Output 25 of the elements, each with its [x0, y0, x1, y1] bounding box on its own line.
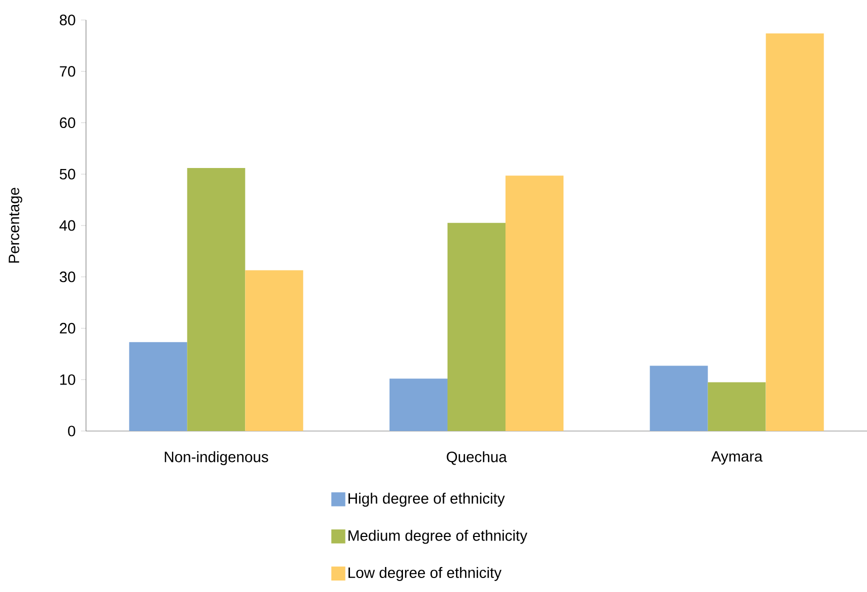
y-tick-label: 80: [60, 14, 76, 26]
x-tick-label: Non-indigenous: [164, 451, 268, 466]
y-axis-title: Percentage: [8, 188, 22, 263]
legend-label: High degree of ethnicity: [348, 492, 505, 507]
y-tick-label: 50: [60, 168, 76, 180]
y-tick-label: 70: [60, 66, 76, 77]
bar: [187, 168, 246, 431]
bar: [245, 270, 304, 431]
y-tick-label: 60: [60, 117, 76, 128]
bar: [650, 366, 708, 431]
x-tick-label: Aymara: [711, 451, 763, 465]
legend-label: Low degree of ethnicity: [348, 566, 502, 581]
bar: [129, 342, 188, 431]
bar: [390, 378, 448, 431]
bar: [506, 176, 564, 431]
legend-label: Medium degree of ethnicity: [348, 530, 528, 544]
y-tick-label: 40: [59, 220, 76, 231]
x-tick-label: Quechua: [446, 451, 507, 465]
y-tick-label: 20: [60, 322, 76, 334]
y-tick-label: 0: [68, 426, 76, 436]
bar: [766, 33, 824, 431]
y-tick-label: 30: [60, 272, 76, 282]
bar: [448, 222, 506, 431]
bar: [708, 382, 766, 431]
y-tick-label: 10: [60, 374, 76, 385]
